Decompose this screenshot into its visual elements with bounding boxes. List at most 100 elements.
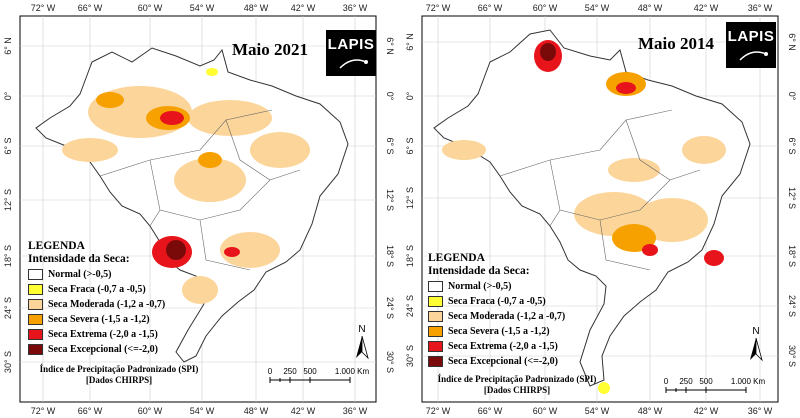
logo-text: LAPIS (727, 28, 775, 45)
lon-ticks-top: 72° W 66° W 60° W 54° W 48° W 42° W 36° … (426, 3, 773, 13)
north-label: N (752, 326, 759, 337)
legend-label: Seca Severa (-1,5 a -1,2) (48, 313, 150, 325)
legend-swatch (28, 298, 43, 310)
legend-label: Seca Excepcional (<=-2,0) (448, 355, 558, 367)
lat-tick: 12° S (405, 187, 415, 209)
lat-tick: 6° N (405, 33, 415, 51)
map-title: Maio 2021 (232, 40, 309, 59)
lon-tick: 36° W (748, 406, 773, 416)
legend-label: Seca Fraca (-0,7 a -0,5) (48, 283, 146, 295)
lapis-logo: LAPIS (326, 30, 376, 76)
lat-tick: 6° S (3, 137, 13, 154)
lat-ticks-right: 6° N 0° 6° S 12° S 18° S 24° S 30° S (787, 33, 797, 367)
legend-label: Seca Severa (-1,5 a -1,2) (448, 325, 550, 337)
lat-tick: 30° S (3, 351, 13, 373)
north-arrow-icon: N (750, 326, 763, 362)
legend-label: Seca Excepcional (<=-2,0) (48, 343, 158, 355)
lat-tick: 18° S (405, 245, 415, 267)
lat-tick: 6° S (405, 137, 415, 154)
legend-swatch (428, 325, 443, 337)
legend-item: Normal (>-0,5) (428, 279, 565, 293)
logo-text: LAPIS (327, 36, 375, 53)
source-line: [Dados CHIRPS] (85, 375, 153, 385)
legend-label: Normal (>-0,5) (448, 280, 512, 292)
legend-item: Seca Excepcional (<=-2,0) (428, 354, 565, 368)
lat-tick: 0° (405, 91, 415, 100)
map-canvas-2021: 72° W 66° W 60° W 54° W 48° W 42° W 36° … (3, 3, 395, 416)
scale-label: 1.000 Km (731, 377, 766, 386)
legend-label: Seca Moderada (-1,2 a -0,7) (48, 298, 166, 310)
lon-tick: 72° W (426, 3, 451, 13)
legend-swatch (428, 355, 443, 367)
lat-tick: 12° S (3, 189, 13, 211)
legend: LEGENDA Intensidade da Seca: Normal (>-0… (28, 240, 165, 356)
state-borders (99, 109, 301, 271)
legend-item: Seca Severa (-1,5 a -1,2) (28, 312, 165, 326)
source-line: [Dados CHIRPS] (483, 385, 551, 395)
legend-label: Seca Fraca (-0,7 a -0,5) (448, 295, 546, 307)
north-label: N (358, 324, 365, 335)
legend-subtitle: Intensidade da Seca: (428, 265, 530, 277)
legend-item: Seca Moderada (-1,2 a -0,7) (28, 297, 165, 311)
lat-tick: 24° S (787, 295, 797, 317)
data-source: Índice de Precipitação Padronizado (SPI)… (422, 374, 612, 396)
lon-tick: 54° W (190, 406, 215, 416)
lat-tick: 30° S (385, 351, 395, 373)
lat-tick: 6° S (385, 137, 395, 154)
scale-label: 0 (268, 367, 273, 376)
lat-tick: 0° (385, 92, 395, 101)
lon-tick: 66° W (78, 406, 103, 416)
lat-ticks-left: 6° N 0° 6° S 12° S 18° S 24° S 30° S (405, 33, 415, 367)
lon-tick: 66° W (478, 3, 503, 13)
legend-item: Seca Excepcional (<=-2,0) (28, 342, 165, 356)
lat-tick: 6° N (385, 37, 395, 55)
legend-item: Seca Moderada (-1,2 a -0,7) (428, 309, 565, 323)
legend-swatch (428, 295, 443, 307)
lat-tick: 24° S (405, 295, 415, 317)
lat-tick: 0° (787, 92, 797, 101)
lon-tick: 72° W (31, 406, 56, 416)
legend-swatch (28, 343, 43, 355)
legend-swatch (428, 280, 443, 292)
legend-item: Normal (>-0,5) (28, 267, 165, 281)
lat-tick: 6° N (3, 37, 13, 55)
lapis-logo: LAPIS (726, 22, 776, 68)
lon-tick: 36° W (343, 3, 368, 13)
lat-tick: 24° S (3, 297, 13, 319)
lat-tick: 18° S (787, 245, 797, 267)
satellite-icon (339, 59, 368, 69)
scale-bar: 0 250 500 1.000 Km (268, 367, 369, 383)
legend-item: Seca Fraca (-0,7 a -0,5) (28, 282, 165, 296)
scale-label: 250 (679, 377, 693, 386)
lon-tick: 36° W (748, 3, 773, 13)
lat-tick: 12° S (385, 189, 395, 211)
lon-tick: 54° W (190, 3, 215, 13)
map-panel-2014: 72° W 66° W 60° W 54° W 48° W 42° W 36° … (404, 0, 800, 418)
lat-tick: 6° S (787, 137, 797, 154)
lon-tick: 48° W (638, 406, 663, 416)
lon-tick: 60° W (138, 3, 163, 13)
legend-label: Normal (>-0,5) (48, 268, 112, 280)
lat-ticks-left: 6° N 0° 6° S 12° S 18° S 24° S 30° S (3, 37, 13, 373)
legend-label: Seca Extrema (-2,0 a -1,5) (448, 340, 558, 352)
data-source: Índice de Precipitação Padronizado (SPI)… (24, 364, 214, 386)
lon-tick: 72° W (31, 3, 56, 13)
lon-tick: 60° W (533, 406, 558, 416)
legend-item: Seca Severa (-1,5 a -1,2) (428, 324, 565, 338)
lon-tick: 48° W (244, 406, 269, 416)
legend-title: LEGENDA (28, 240, 85, 252)
legend-swatch (28, 313, 43, 325)
lat-tick: 0° (3, 91, 13, 100)
legend-title: LEGENDA (428, 252, 485, 264)
source-line: Índice de Precipitação Padronizado (SPI) (39, 364, 199, 374)
legend-subtitle: Intensidade da Seca: (28, 253, 130, 265)
north-arrow-icon: N (356, 324, 369, 360)
scale-label: 500 (699, 377, 713, 386)
lon-tick: 48° W (638, 3, 663, 13)
legend-swatch (428, 340, 443, 352)
lon-ticks-bottom: 72° W 66° W 60° W 54° W 48° W 42° W 36° … (426, 406, 773, 416)
satellite-icon (739, 51, 768, 61)
scale-label: 0 (664, 377, 669, 386)
lat-tick: 18° S (385, 245, 395, 267)
legend-swatch (28, 268, 43, 280)
